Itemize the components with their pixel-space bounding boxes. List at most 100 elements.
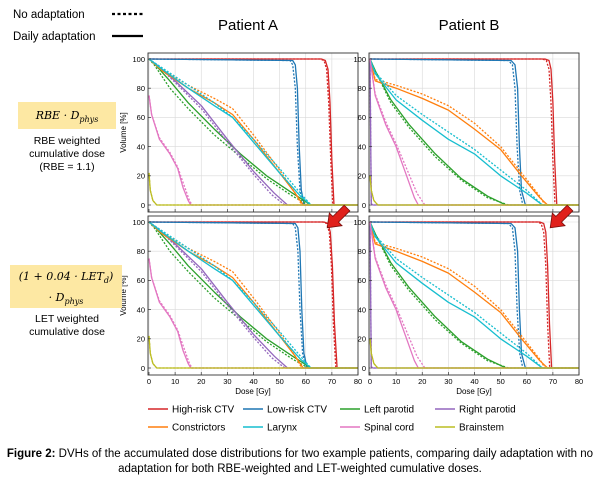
y-tick-label: 20 [137,172,145,181]
panel-background [369,53,579,212]
caption-label: Figure 2: [6,448,56,460]
x-tick-label: 20 [418,377,426,386]
series-low-risk-ctv-no-adaptation [148,58,358,206]
panel-background [369,216,579,375]
formula-rbe-sub: phys [79,115,99,125]
series-left-parotid-daily-adaptation [148,58,358,206]
series-spinal-cord-no-adaptation [369,221,579,369]
legend-label-low-risk-ctv: Low-risk CTV [267,405,327,416]
x-tick-label: 30 [223,377,231,386]
y-tick-label: 60 [358,276,366,285]
formula-let-line2-main: · D [48,291,65,305]
row-label-rbe: RBE weighted cumulative dose (RBE = 1.1) [10,135,124,174]
y-tick-label: 0 [141,201,145,210]
x-tick-label: 0 [368,377,372,386]
formula-let-close: ) [108,270,114,283]
legend-label-larynx: Larynx [267,423,297,434]
series-larynx-no-adaptation [148,221,358,369]
legend-item-left-parotid: Left parotid [340,405,414,416]
legend-label-constrictors: Constrictors [172,423,225,434]
panel-patient-b-let-weighted: 0 20 40 60 80 100 0 10 20 30 40 50 60 70 80 Dose [Gy] [353,215,583,396]
y-tick-label: 0 [362,364,366,373]
x-tick-label: 60 [302,377,310,386]
y-tick-label: 40 [137,305,145,314]
y-tick-label: 40 [137,142,145,151]
series-low-risk-ctv-no-adaptation [369,221,579,369]
legend-label-left-parotid: Left parotid [364,405,414,416]
series-high-risk-ctv-daily-adaptation [149,221,358,369]
y-tick-label: 40 [358,305,366,314]
y-tick-label: 80 [358,247,366,256]
y-tick-label: 0 [362,201,366,210]
series-larynx-daily-adaptation [369,58,579,206]
x-axis-label: Dose [Gy] [456,387,492,396]
formula-let-main: (1 + 0.04 · LET [18,270,104,283]
x-tick-label: 80 [575,377,583,386]
series-brainstem-no-adaptation [369,175,579,206]
panel-frame [368,215,580,376]
series-brainstem-no-adaptation [148,335,358,369]
x-tick-label: 40 [249,377,257,386]
x-tick-label: 0 [147,377,151,386]
formula-let-sub: d [103,276,109,286]
series-larynx-daily-adaptation [148,58,358,206]
panel-background [148,216,358,375]
y-tick-label: 100 [132,55,145,64]
y-tick-label: 80 [137,247,145,256]
series-high-risk-ctv-daily-adaptation [370,58,579,206]
y-tick-label: 0 [141,364,145,373]
series-constrictors-daily-adaptation [369,221,579,369]
y-tick-label: 80 [137,84,145,93]
y-axis-label: Volume [%] [119,275,128,315]
panel-frame [368,52,580,213]
x-axis-label: Dose [Gy] [235,387,271,396]
y-tick-label: 20 [358,335,366,344]
x-tick-label: 80 [354,377,362,386]
legend-label-spinal-cord: Spinal cord [364,423,414,434]
legend-item-constrictors: Constrictors [148,423,225,434]
x-tick-label: 10 [392,377,400,386]
y-tick-label: 60 [137,113,145,122]
y-axis-label: Volume [%] [119,112,128,152]
legend-daily-adaptation-label: Daily adaptation [13,31,95,43]
legend-no-adaptation-label: No adaptation [13,9,85,21]
x-tick-label: 50 [275,377,283,386]
series-constrictors-daily-adaptation [369,58,579,206]
panel-frame [147,215,359,376]
series-brainstem-no-adaptation [148,172,358,206]
series-low-risk-ctv-no-adaptation [148,221,358,369]
series-spinal-cord-daily-adaptation [369,221,579,369]
series-spinal-cord-daily-adaptation [369,58,579,206]
formula-let-line2-sub: phys [64,297,84,307]
y-tick-label: 100 [132,218,145,227]
row-label-let-line1: LET weighted [34,313,99,325]
y-tick-label: 40 [358,142,366,151]
y-tick-label: 20 [358,172,366,181]
series-larynx-no-adaptation [369,221,579,369]
caption-text: DVHs of the accumulated dose distributio… [55,448,594,475]
figure-caption: Figure 2: DVHs of the accumulated dose d… [0,447,600,477]
arrow-patient-b-let [549,204,574,229]
row-label-rbe-line3: (RBE = 1.1) [39,161,95,173]
series-left-parotid-daily-adaptation [148,221,358,369]
series-larynx-daily-adaptation [148,221,358,369]
series-low-risk-ctv-no-adaptation [369,58,579,206]
row-label-let: LET weighted cumulative dose [10,313,124,339]
y-tick-label: 100 [353,218,366,227]
column-title-patient-a: Patient A [218,17,278,34]
formula-box-let: (1 + 0.04 · LETd) · Dphys [10,265,122,308]
x-tick-label: 70 [328,377,336,386]
series-larynx-no-adaptation [369,58,579,206]
series-high-risk-ctv-no-adaptation [149,221,358,369]
series-constrictors-no-adaptation [369,221,579,369]
series-high-risk-ctv-no-adaptation [370,58,579,206]
series-larynx-daily-adaptation [369,221,579,369]
y-tick-label: 100 [353,55,366,64]
series-spinal-cord-no-adaptation [369,58,579,206]
series-low-risk-ctv-daily-adaptation [369,221,579,369]
x-tick-label: 30 [444,377,452,386]
y-tick-label: 80 [358,84,366,93]
x-tick-label: 70 [549,377,557,386]
